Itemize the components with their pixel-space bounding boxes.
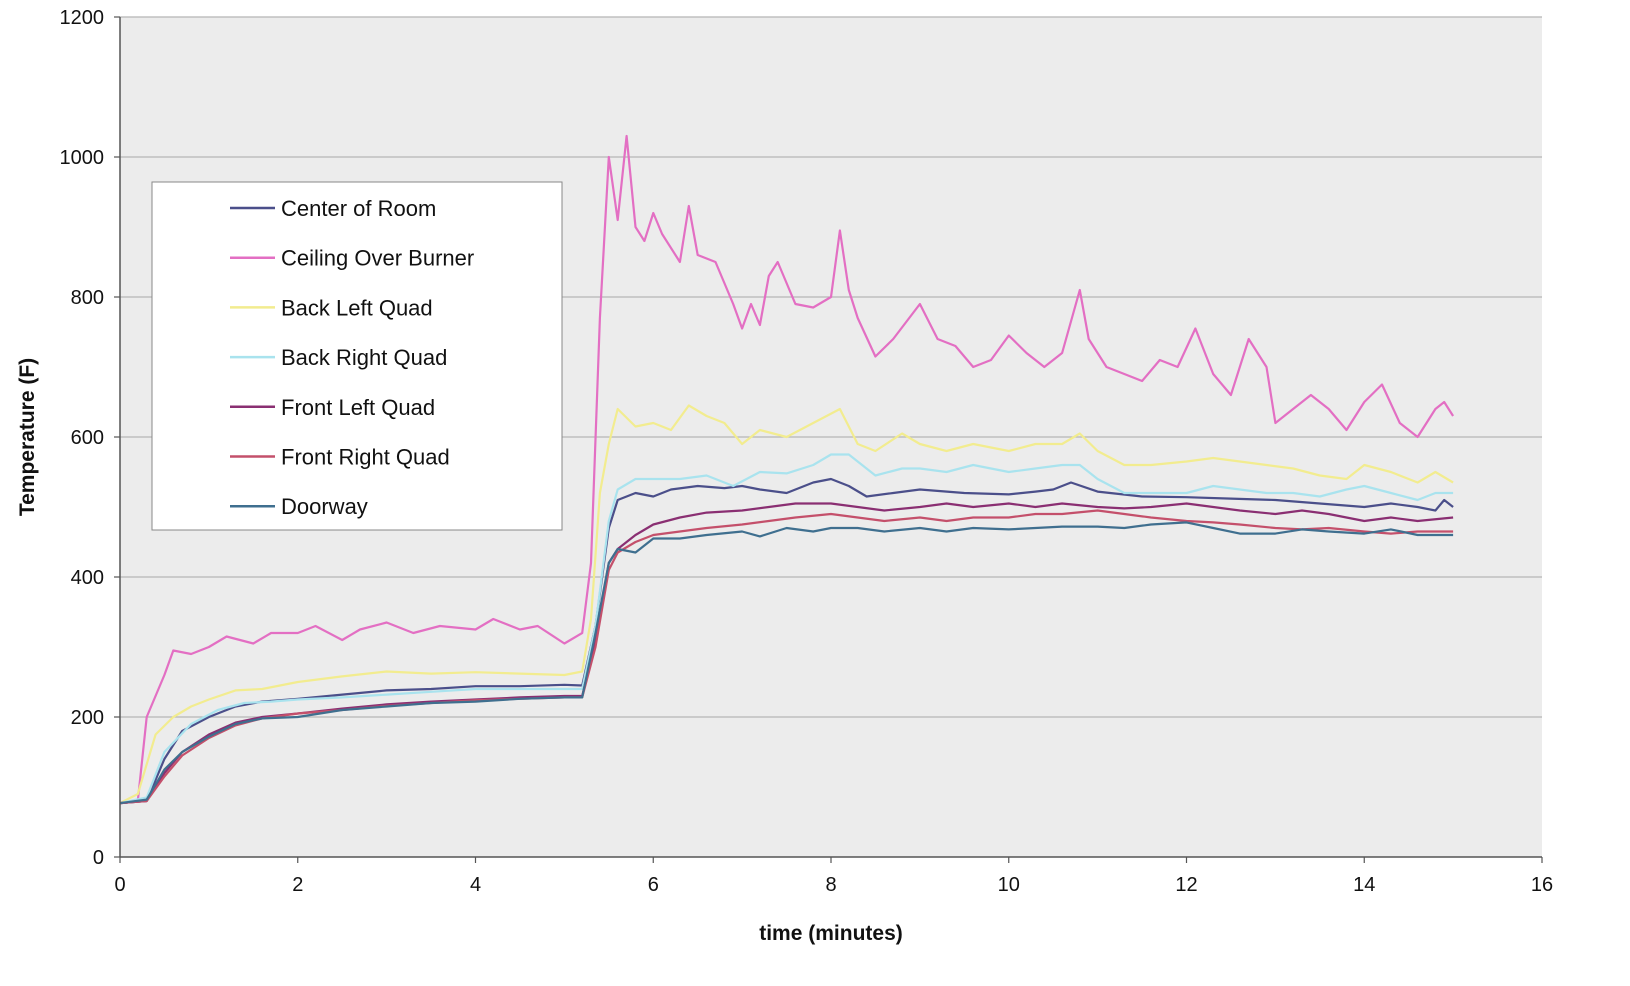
series-line-back-left-quad [119,404,1454,805]
legend-label: Front Right Quad [281,445,450,470]
legend-label: Front Left Quad [281,395,435,420]
series-layer [119,134,1455,805]
y-tick-label: 200 [71,707,104,729]
x-tick-label: 0 [114,874,125,896]
legend: Center of Room Ceiling Over Burner Back Le… [151,181,563,531]
y-tick-label: 1200 [60,7,105,29]
y-tick-label: 600 [71,427,104,449]
legend-label: Back Right Quad [281,345,447,370]
legend-label: Ceiling Over Burner [281,246,474,271]
x-axis-title: time (minutes) [759,922,903,945]
series-line-ceiling-over-burner [119,134,1455,805]
series-line-back-right-quad [119,453,1454,805]
y-tick-label: 0 [93,847,104,869]
x-tick-label: 2 [292,874,303,896]
legend-label: Center of Room [281,196,436,221]
x-tick-label: 4 [470,874,481,896]
y-axis-title: Temperature (F) [16,358,39,516]
series-line-front-right-quad [119,509,1454,805]
x-tick-label: 6 [648,874,659,896]
x-tick-label: 12 [1175,874,1197,896]
legend-label: Back Left Quad [281,295,433,320]
y-tick-labels: 0 200 400 600 800 1000 1200 [60,7,120,869]
y-tick-label: 1000 [60,147,105,169]
series-line-doorway [119,521,1454,805]
x-tick-label: 8 [825,874,836,896]
legend-box [151,181,563,531]
legend-label: Doorway [281,494,368,519]
x-tick-label: 10 [998,874,1020,896]
series-line-center-of-room [119,477,1454,805]
x-tick-label: 16 [1531,874,1553,896]
x-tick-label: 14 [1353,874,1375,896]
y-tick-label: 800 [71,287,104,309]
y-tick-label: 400 [71,567,104,589]
x-tick-labels: 0 2 4 6 8 10 12 14 16 [114,857,1553,896]
